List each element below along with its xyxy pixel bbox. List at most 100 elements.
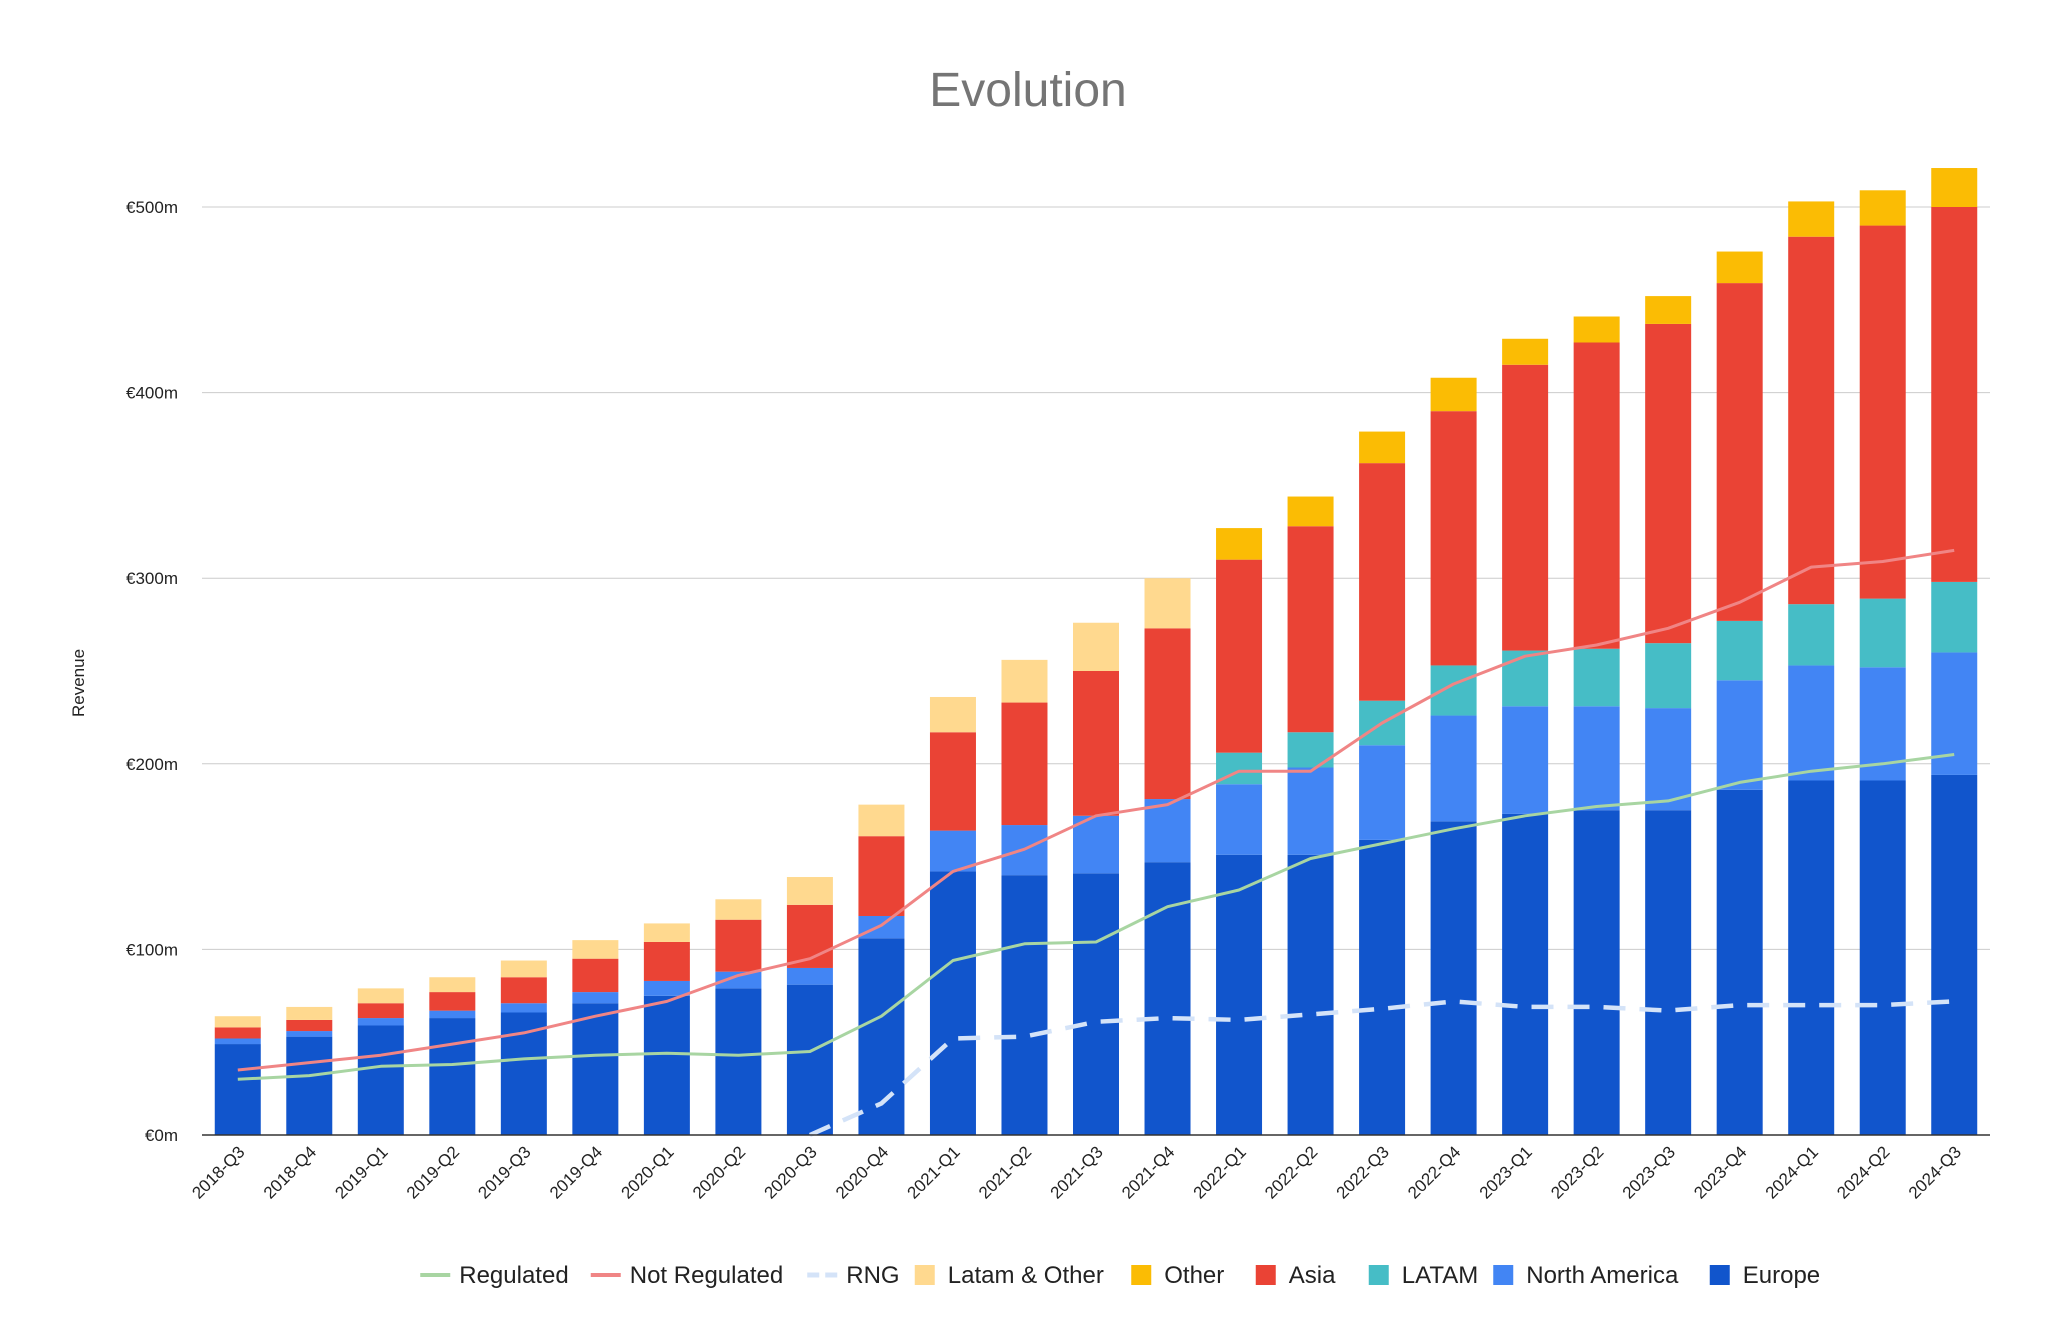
bar-segment [1859, 780, 1906, 1135]
bar-segment [643, 941, 690, 981]
x-tick-label: 2018-Q4 [260, 1142, 320, 1202]
bar-segment [1144, 628, 1191, 800]
bar-segment [429, 992, 476, 1011]
bar-segment [357, 988, 404, 1004]
legend-label: North America [1526, 1262, 1679, 1289]
bar-segment [1716, 251, 1763, 284]
legend-label: Regulated [459, 1262, 568, 1289]
y-tick-label: €0m [145, 1126, 178, 1145]
bar-segment [286, 1031, 333, 1037]
bar-segment [500, 1012, 547, 1135]
bar-segment [1788, 236, 1835, 605]
bar-segment [429, 977, 476, 993]
bar-segment [858, 804, 905, 837]
x-tick-label: 2020-Q2 [689, 1142, 749, 1202]
y-tick-label: €300m [126, 569, 178, 588]
y-tick-label: €400m [126, 384, 178, 403]
bar-segment [1645, 810, 1692, 1135]
legend-swatch [1493, 1265, 1514, 1285]
bar-segment [214, 1038, 261, 1045]
line-series-path [237, 548, 1955, 1072]
bar-segment [1359, 745, 1406, 840]
x-tick-label: 2023-Q1 [1476, 1142, 1536, 1202]
bar-segment [1502, 813, 1549, 1135]
x-tick-label: 2022-Q2 [1261, 1142, 1321, 1202]
bar-segment [1287, 767, 1334, 855]
bar-segment [1359, 839, 1406, 1135]
legend-label: Latam & Other [948, 1262, 1104, 1289]
bar-segment [1716, 620, 1763, 681]
bar-segment [214, 1044, 261, 1135]
bar-segment [1573, 810, 1620, 1135]
bar-segment [715, 971, 762, 989]
bar-segment [786, 877, 833, 905]
gridlines [202, 206, 1990, 950]
bar-segment [1430, 411, 1477, 666]
x-tick-label: 2019-Q4 [546, 1142, 606, 1202]
bar-segment [1788, 201, 1835, 237]
bar-segment [500, 960, 547, 978]
x-tick-label: 2023-Q2 [1547, 1142, 1607, 1202]
x-tick-label: 2021-Q3 [1047, 1142, 1107, 1202]
y-axis-label: Revenue [69, 649, 88, 717]
bar-segment [1287, 854, 1334, 1135]
bar-segment [1144, 578, 1191, 629]
bar-segment [357, 1025, 404, 1135]
bar-segment [1573, 648, 1620, 707]
bar-segment [929, 830, 976, 872]
bar-segment [1073, 873, 1119, 1135]
bar-segment [1430, 821, 1477, 1135]
x-tick-label: 2019-Q1 [331, 1142, 391, 1202]
bar-segment [1573, 342, 1620, 649]
bar-segment [1645, 708, 1692, 811]
bar-segment [643, 995, 690, 1135]
bar-segment [1716, 789, 1763, 1135]
x-tick-label: 2019-Q3 [474, 1142, 534, 1202]
bar-segment [1001, 702, 1048, 826]
chart-title: Evolution [929, 64, 1126, 117]
legend-label: LATAM [1402, 1262, 1478, 1289]
x-tick-label: 2021-Q2 [975, 1142, 1035, 1202]
bar-segment [572, 958, 619, 993]
bar-segment [500, 977, 547, 1004]
bar-segment [1645, 323, 1692, 644]
line-series [237, 548, 1955, 1138]
legend-label: Other [1164, 1262, 1224, 1289]
legend-swatch [914, 1265, 935, 1285]
line-series-path [237, 753, 1955, 1081]
bar-segment [1073, 815, 1119, 874]
bar-segment [429, 1018, 476, 1135]
bar-segment [715, 988, 762, 1135]
bar-segment [214, 1027, 261, 1039]
bar-segment [929, 732, 976, 831]
bar-segment [1931, 652, 1978, 775]
legend-label: Not Regulated [630, 1262, 783, 1289]
stacked-bars [214, 168, 1978, 1135]
bar-segment [572, 992, 619, 1004]
bar-segment [1573, 316, 1620, 343]
y-tick-label: €500m [126, 198, 178, 217]
bar-segment [1073, 671, 1119, 816]
bar-segment [1216, 559, 1263, 753]
legend-label: Europe [1743, 1262, 1820, 1289]
bar-segment [1359, 463, 1406, 701]
bar-segment [1859, 190, 1906, 226]
bar-segment [1430, 665, 1477, 716]
legend-label: Asia [1289, 1262, 1336, 1289]
bar-segment [786, 984, 833, 1135]
bar-segment [214, 1016, 261, 1028]
bar-segment [572, 1003, 619, 1135]
x-tick-label: 2022-Q1 [1190, 1142, 1250, 1202]
bar-segment [1573, 706, 1620, 811]
bar-segment [643, 980, 690, 996]
bar-segment [1001, 875, 1048, 1135]
legend: Regulated Not Regulated RNG Latam & Other Ot… [420, 1262, 1820, 1289]
x-tick-labels: 2018-Q3 2018-Q4 2019-Q1 2019-Q2 2019-Q3 2019-… [188, 1142, 1965, 1202]
bar-segment [1931, 207, 1978, 582]
bar-segment [1502, 364, 1549, 651]
x-tick-label: 2024-Q1 [1762, 1142, 1822, 1202]
bar-segment [1716, 680, 1763, 790]
bar-segment [1001, 659, 1048, 703]
bar-segment [858, 836, 905, 916]
